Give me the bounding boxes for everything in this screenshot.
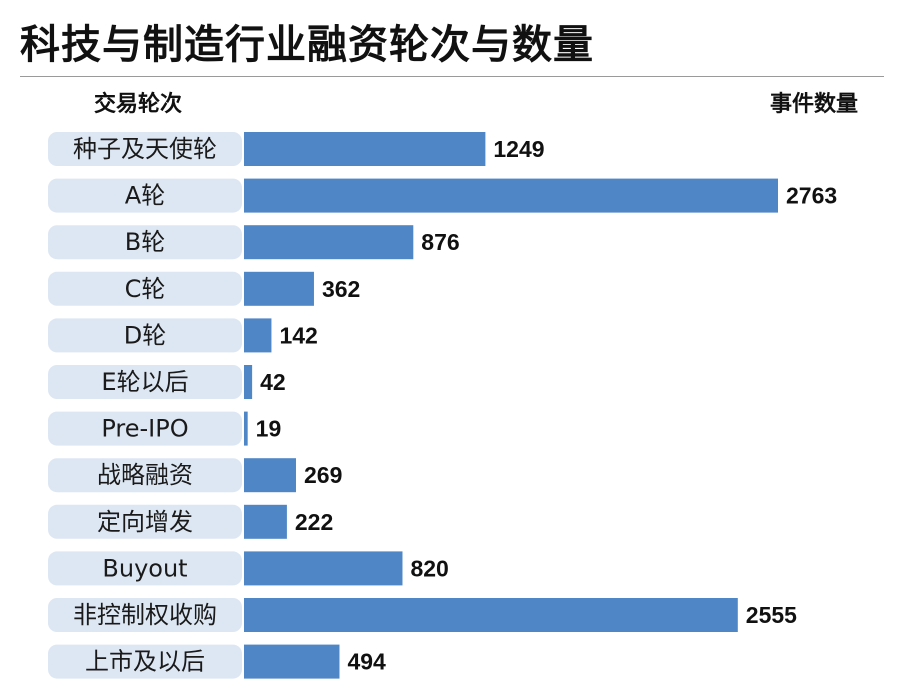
value-label: 362 [322, 276, 360, 302]
bar [244, 132, 486, 166]
category-label: C轮 [125, 275, 166, 303]
category-label: B轮 [125, 228, 165, 256]
bar [244, 551, 403, 586]
value-label: 820 [410, 555, 448, 581]
value-label: 1249 [493, 136, 544, 162]
category-label-bg [48, 132, 242, 166]
category-label: 种子及天使轮 [73, 135, 217, 163]
bar [244, 225, 414, 260]
category-label-bg [48, 598, 242, 632]
value-label: 42 [260, 369, 286, 395]
bar [244, 365, 253, 399]
category-label-bg [48, 411, 242, 446]
category-label-bg [48, 178, 242, 213]
value-label: 222 [295, 509, 333, 535]
category-label-bg [48, 318, 242, 353]
value-label: 876 [421, 229, 459, 255]
category-label: Buyout [102, 554, 187, 582]
value-label: 494 [347, 649, 386, 675]
category-label: D轮 [124, 321, 166, 349]
bar [244, 178, 778, 213]
category-label: A轮 [125, 182, 165, 210]
category-label: 定向增发 [97, 508, 193, 536]
value-label: 2763 [786, 183, 837, 209]
bar [244, 504, 287, 539]
title-divider [20, 76, 884, 77]
category-label-bg [48, 644, 242, 679]
category-label-bg [48, 551, 242, 586]
category-label: Pre-IPO [101, 415, 188, 443]
bar [244, 318, 272, 353]
category-label: 战略融资 [97, 461, 193, 489]
value-column-header: 事件数量 [769, 92, 858, 117]
category-label: E轮以后 [101, 368, 188, 396]
bar [244, 644, 340, 679]
category-label: 非控制权收购 [73, 601, 217, 629]
chart-title: 科技与制造行业融资轮次与数量 [20, 22, 594, 68]
bar [244, 598, 738, 632]
bar [244, 458, 296, 493]
category-label: 上市及以后 [85, 648, 205, 676]
bar [244, 411, 248, 446]
category-label-bg [48, 225, 242, 260]
category-label-bg [48, 271, 242, 306]
value-label: 269 [304, 462, 342, 488]
bar [244, 271, 314, 306]
value-label: 2555 [746, 602, 797, 628]
category-label-bg [48, 458, 242, 493]
category-label-bg [48, 504, 242, 539]
value-label: 19 [256, 416, 282, 442]
category-label-bg [48, 365, 242, 399]
value-label: 142 [279, 322, 317, 348]
category-column-header: 交易轮次 [94, 92, 183, 117]
